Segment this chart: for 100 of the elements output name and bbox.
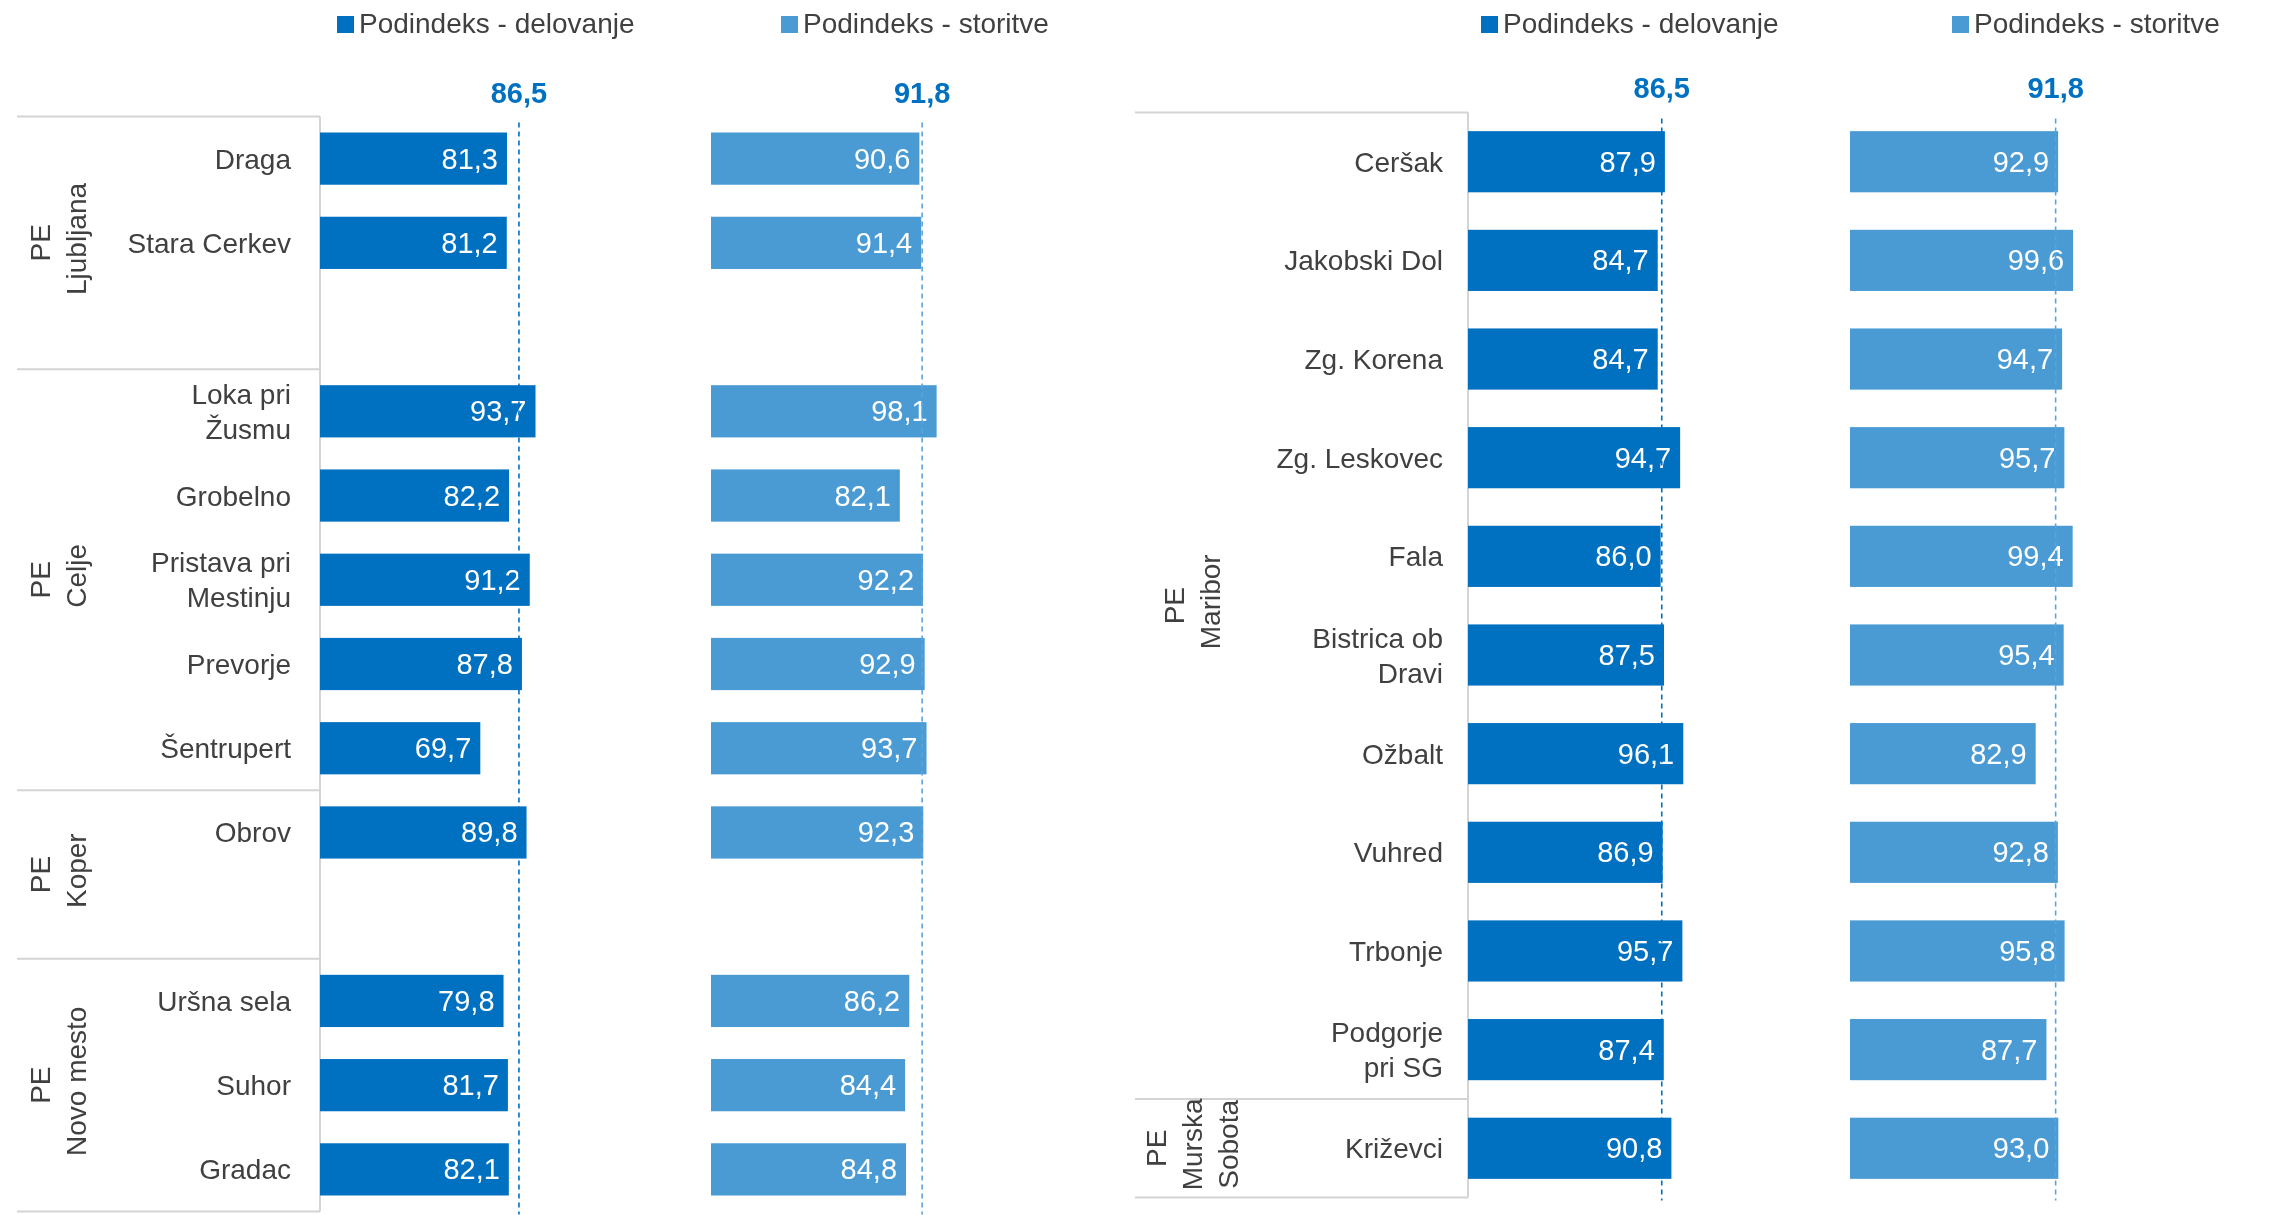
y-tick-label: Grobelno: [175, 480, 291, 512]
legend-label: Podindeks - storitve: [803, 8, 1049, 39]
data-label: 86,9: [1597, 836, 1654, 869]
data-label: 84,4: [839, 1069, 897, 1102]
bar: [1850, 1117, 2059, 1179]
data-label: 98,1: [871, 395, 928, 428]
legend-label: Podindeks - delovanje: [359, 8, 635, 39]
data-label: 95,7: [1998, 441, 2056, 474]
data-label: 86,2: [843, 984, 901, 1017]
ref-line-label: 91,8: [893, 76, 951, 109]
bar: [711, 385, 937, 438]
data-label: 99,4: [2007, 540, 2064, 573]
bar: [320, 1059, 508, 1112]
bar: [1850, 525, 2073, 587]
legend-label: Podindeks - storitve: [1974, 8, 2220, 39]
bar: [711, 469, 900, 522]
data-label: 91,2: [464, 563, 521, 596]
data-label: 84,8: [840, 1153, 898, 1186]
bar: [1850, 328, 2063, 390]
data-label: 79,8: [438, 984, 495, 1017]
data-label: 87,5: [1598, 639, 1655, 671]
bar: [1850, 131, 2059, 193]
data-label: 92,9: [859, 648, 916, 680]
bar: [1850, 723, 2036, 785]
y-tick-label: Ceršak: [1354, 146, 1444, 178]
data-label: 95,8: [1999, 934, 2056, 967]
data-label: 82,2: [443, 479, 501, 512]
y-tick-label: Draga: [214, 143, 292, 175]
ref-line-label: 86,5: [1633, 72, 1690, 105]
bar: [1850, 624, 2064, 686]
data-label: 94,7: [1614, 441, 1672, 474]
y-tick-label: Bistrica ob Dravi: [1312, 622, 1443, 688]
text: PE Ljubljana: [24, 182, 92, 303]
data-label: 87,7: [1980, 1033, 2038, 1066]
bar: [1850, 920, 2065, 982]
y-tick-label: Obrov: [214, 816, 291, 848]
y-tick-label: Stara Cerkev: [127, 227, 291, 259]
data-label: 92,9: [1992, 145, 2050, 178]
data-label: 91,4: [855, 226, 913, 259]
y-tick-label: Pristava pri Mestinju: [150, 546, 291, 613]
y-tick-label: Gradac: [199, 1153, 291, 1185]
data-label: 84,7: [1592, 244, 1649, 277]
data-label: 93,0: [1992, 1132, 2050, 1165]
data-label: 95,7: [1616, 934, 1674, 967]
bar: [711, 553, 924, 606]
text: PE Novo mesto: [24, 1006, 92, 1164]
data-label: 81,2: [441, 226, 498, 259]
data-label: 81,3: [441, 142, 498, 175]
text: PE Murska Sobota: [1140, 1098, 1244, 1199]
legend-label: Podindeks - delovanje: [1503, 8, 1779, 39]
bar: [711, 637, 925, 691]
ref-line-label: 91,8: [2027, 72, 2084, 105]
bar: [1850, 427, 2065, 489]
data-label: 95,4: [1998, 639, 2055, 671]
bar: [711, 806, 924, 859]
y-tick-label: Šentrupert: [160, 732, 292, 764]
y-tick-label: Loka pri Žusmu: [191, 378, 291, 445]
data-label: 92,3: [857, 816, 915, 849]
y-tick-label: Križevci: [1344, 1132, 1443, 1164]
bar: [320, 132, 507, 185]
data-label: 92,2: [857, 563, 915, 596]
data-label: 82,9: [1970, 737, 2027, 770]
y-tick-label: Prevorje: [186, 648, 291, 680]
y-tick-label: Trbonje: [1349, 935, 1443, 967]
y-tick-label: Ožbalt: [1362, 738, 1444, 770]
bar: [711, 1059, 906, 1112]
bar: [1850, 229, 2074, 291]
bar: [320, 1143, 509, 1196]
data-label: 87,8: [456, 648, 513, 680]
data-label: 82,1: [443, 1153, 500, 1186]
ref-line-label: 86,5: [490, 76, 548, 109]
data-label: 86,0: [1595, 540, 1652, 573]
y-tick-label: Zg. Leskovec: [1276, 442, 1443, 474]
bar: [711, 132, 920, 185]
y-tick-label: Fala: [1388, 540, 1444, 572]
bar: [711, 1143, 907, 1196]
data-label: 96,1: [1617, 737, 1675, 770]
data-label: 87,4: [1598, 1033, 1655, 1066]
data-label: 90,8: [1605, 1132, 1663, 1165]
bar: [1850, 1019, 2047, 1081]
bar: [711, 974, 910, 1028]
y-tick-label: Jakobski Dol: [1284, 244, 1443, 276]
bar: [320, 722, 481, 775]
data-label: 82,1: [834, 479, 891, 512]
data-label: 84,7: [1592, 343, 1649, 376]
data-label: 99,6: [2007, 244, 2065, 277]
data-label: 93,7: [470, 395, 527, 428]
data-label: 94,7: [1996, 343, 2054, 376]
data-label: 69,7: [414, 732, 472, 765]
y-tick-label: Uršna sela: [157, 985, 292, 1017]
y-tick-label: Podgorje pri SG: [1330, 1016, 1443, 1083]
data-label: 93,7: [861, 732, 918, 765]
bar: [1850, 821, 2058, 883]
bar: [320, 216, 507, 269]
data-label: 87,9: [1599, 145, 1656, 178]
text: PE Koper: [24, 833, 92, 916]
text: PE Celje: [24, 543, 92, 616]
y-tick-label: Suhor: [216, 1069, 291, 1101]
bar: [711, 722, 927, 775]
y-tick-label: Zg. Korena: [1304, 343, 1444, 375]
